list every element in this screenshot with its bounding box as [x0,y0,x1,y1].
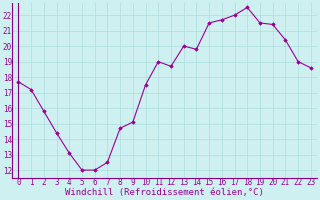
X-axis label: Windchill (Refroidissement éolien,°C): Windchill (Refroidissement éolien,°C) [65,188,264,197]
